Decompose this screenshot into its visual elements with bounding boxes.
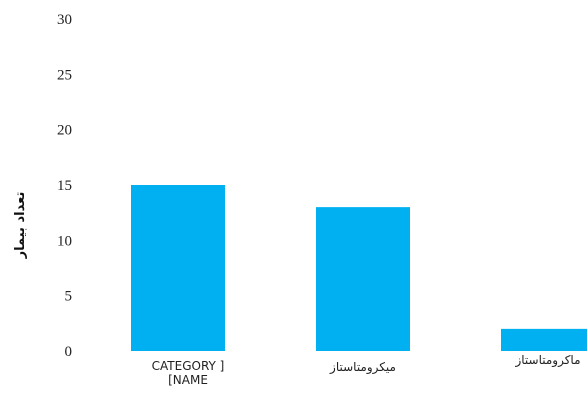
bar	[501, 328, 587, 351]
bar	[131, 185, 225, 351]
bar	[316, 207, 410, 351]
y-tick-label: 30	[57, 12, 72, 28]
y-axis-ticks: 0 5 10 15 20 25 30	[57, 12, 72, 360]
bars	[131, 185, 587, 351]
y-tick-label: 5	[65, 289, 73, 305]
y-axis-title: تعداد بیمار	[13, 192, 28, 260]
category-label: CATEGORY ]	[152, 359, 225, 373]
category-labels: CATEGORY ][NAME میکرومتاستاز ماکرومتاستاز	[152, 353, 581, 387]
y-tick-label: 25	[57, 67, 72, 83]
y-tick-label: 15	[57, 178, 72, 194]
y-tick-label: 10	[57, 233, 72, 249]
category-label: ماکرومتاستاز	[514, 353, 580, 368]
y-tick-label: 0	[65, 344, 73, 360]
category-label: میکرومتاستاز	[329, 360, 396, 375]
y-tick-label: 20	[57, 123, 72, 139]
category-label: [NAME	[168, 373, 208, 387]
